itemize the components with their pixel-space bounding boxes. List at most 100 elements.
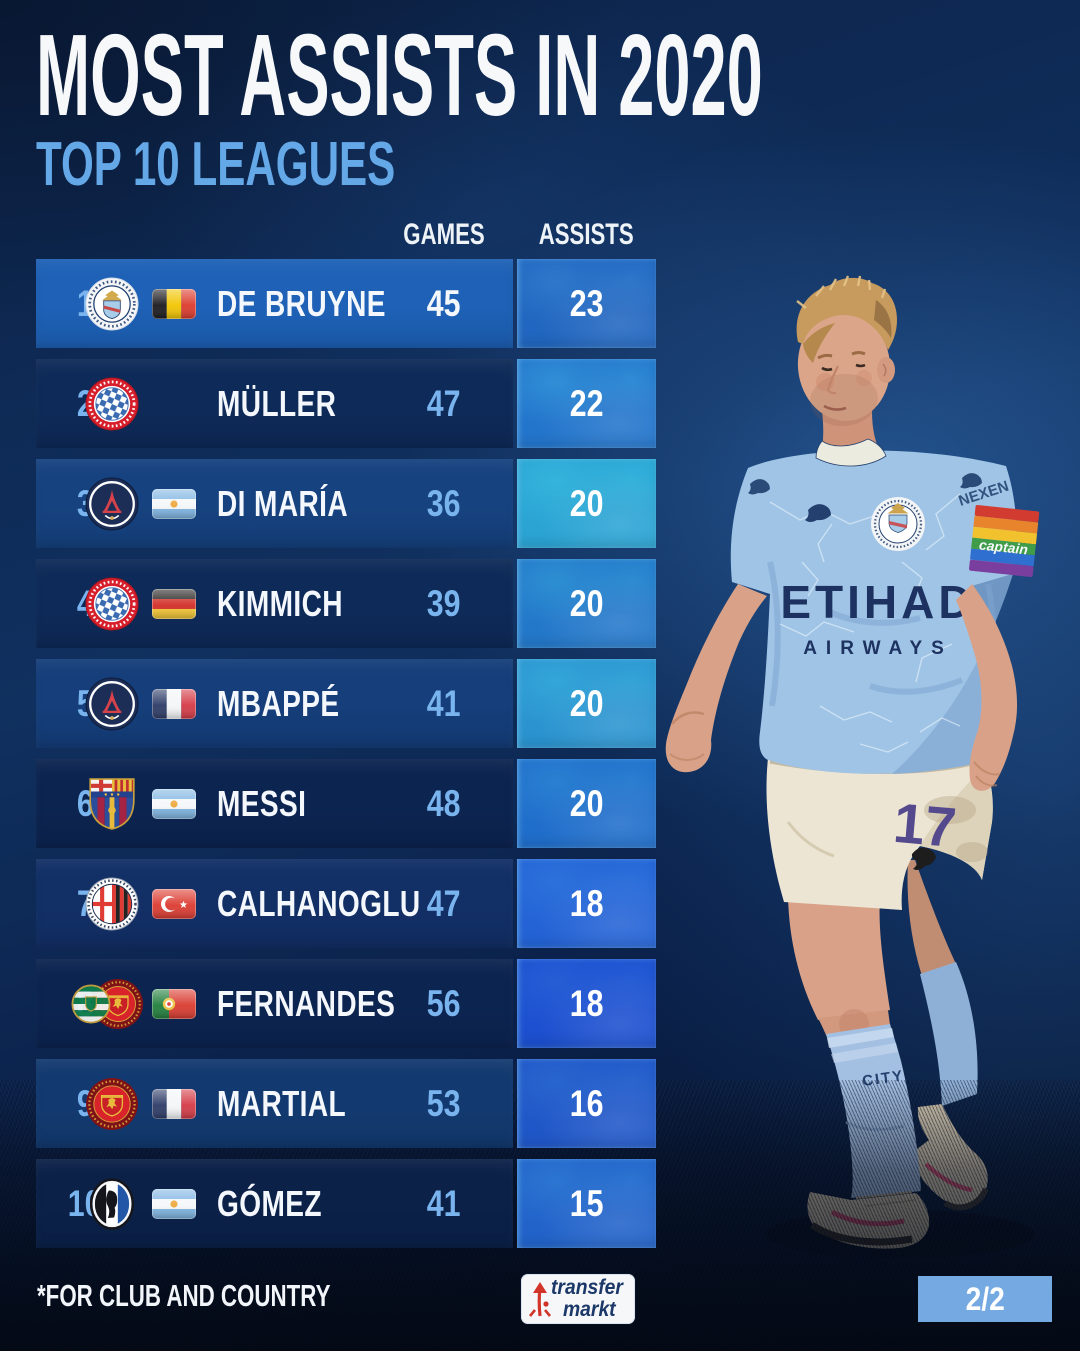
club-logo-group bbox=[85, 459, 139, 548]
table-row: 2 MÜLLER 47 bbox=[36, 359, 513, 448]
rank-label: 6 bbox=[76, 782, 94, 824]
assists-cell: 18 bbox=[517, 959, 656, 1048]
club-logo-group bbox=[85, 359, 139, 448]
brand-word-2: markt bbox=[563, 1298, 616, 1321]
shorts-puma-logo bbox=[911, 847, 936, 870]
armband-captain-text: captain bbox=[978, 536, 1028, 557]
club-logo-group bbox=[85, 659, 139, 748]
games-value: 36 bbox=[427, 482, 461, 524]
player-name: MBAPPÉ bbox=[217, 682, 340, 724]
games-column-header: GAMES bbox=[403, 218, 485, 251]
games-value: 45 bbox=[427, 282, 461, 324]
atalanta-logo bbox=[89, 1177, 135, 1230]
table-row: 6 MESSI 48 bbox=[36, 759, 513, 848]
assists-value: 20 bbox=[569, 482, 604, 524]
chest-puma-logo bbox=[805, 504, 831, 522]
assists-cell: 20 bbox=[517, 459, 656, 548]
page-title: MOST ASSISTS IN 2020 bbox=[36, 10, 763, 140]
player-name: MARTIAL bbox=[217, 1082, 347, 1124]
table-row: 10 GÓMEZ 41 bbox=[36, 1159, 513, 1248]
jersey-sponsor-line1: ETIHAD bbox=[780, 576, 975, 628]
player-name: DI MARÍA bbox=[217, 482, 349, 524]
club-logo-group bbox=[85, 859, 139, 948]
player-name: DE BRUYNE bbox=[217, 282, 386, 324]
games-value: 41 bbox=[427, 1182, 461, 1224]
argentina-flag bbox=[152, 488, 196, 519]
transfermarkt-logo: transfer markt bbox=[521, 1274, 635, 1324]
table-row: 4 KIMMICH 39 bbox=[36, 559, 513, 648]
france-flag bbox=[152, 688, 196, 719]
assists-value: 20 bbox=[569, 782, 604, 824]
games-value: 47 bbox=[427, 382, 461, 424]
psg-logo bbox=[85, 477, 139, 530]
assists-value: 18 bbox=[569, 982, 604, 1024]
player-back-leg bbox=[907, 860, 989, 1211]
bayern-logo bbox=[85, 577, 139, 630]
assists-cell: 20 bbox=[517, 659, 656, 748]
assists-value: 20 bbox=[569, 682, 604, 724]
assists-cell: 15 bbox=[517, 1159, 656, 1248]
table-row: 3 DI MARÍA 36 bbox=[36, 459, 513, 548]
games-value: 53 bbox=[427, 1082, 461, 1124]
bayern-logo bbox=[85, 377, 139, 430]
player-name: KIMMICH bbox=[217, 582, 343, 624]
club-logo-group bbox=[68, 959, 144, 1048]
club-logo-group bbox=[85, 1159, 139, 1248]
table-row: 7 CALHANOGLU 47 bbox=[36, 859, 513, 948]
player-name: FERNANDES bbox=[217, 982, 396, 1024]
assists-column-header: ASSISTS bbox=[538, 218, 634, 251]
jersey-crackle-pattern bbox=[769, 493, 961, 753]
assists-value: 18 bbox=[569, 882, 604, 924]
jersey-club-crest bbox=[871, 497, 925, 551]
jersey-sponsor-line2: AIRWAYS bbox=[803, 638, 953, 659]
assists-value: 20 bbox=[569, 582, 604, 624]
milan-logo bbox=[85, 877, 139, 930]
assists-value: 22 bbox=[569, 382, 604, 424]
club-logo-group bbox=[85, 259, 139, 348]
player-front-leg: CITY bbox=[788, 896, 930, 1249]
footnote: *FOR CLUB AND COUNTRY bbox=[37, 1278, 331, 1313]
player-right-arm bbox=[665, 584, 767, 773]
assists-value: 23 bbox=[569, 282, 604, 324]
table-row: 9 MARTIAL 53 bbox=[36, 1059, 513, 1148]
table-row: 1 DE BRUYNE 45 bbox=[36, 259, 513, 348]
player-name: MESSI bbox=[217, 782, 307, 824]
germany-flag bbox=[152, 588, 196, 619]
transfermarkt-arrow-icon bbox=[529, 1282, 551, 1317]
man-city-logo bbox=[85, 277, 139, 330]
player-head bbox=[796, 275, 897, 467]
argentina-flag bbox=[152, 1188, 196, 1219]
assists-cell: 22 bbox=[517, 359, 656, 448]
man-united-logo bbox=[86, 1077, 138, 1130]
psg-logo bbox=[85, 677, 139, 730]
page-badge: 2/2 bbox=[918, 1276, 1052, 1322]
table-row: 5 MBAPPÉ 41 bbox=[36, 659, 513, 748]
games-value: 41 bbox=[427, 682, 461, 724]
player-shorts: 17 bbox=[766, 758, 993, 910]
player-name: CALHANOGLU bbox=[217, 882, 421, 924]
assists-cell: 16 bbox=[517, 1059, 656, 1148]
sporting-logo bbox=[71, 984, 111, 1023]
games-value: 56 bbox=[427, 982, 461, 1024]
assists-value: 15 bbox=[569, 1182, 604, 1224]
brand-word-1: transfer bbox=[551, 1276, 623, 1299]
turkey-flag bbox=[152, 888, 196, 919]
games-value: 39 bbox=[427, 582, 461, 624]
assists-cell: 20 bbox=[517, 759, 656, 848]
player-name: MÜLLER bbox=[217, 382, 337, 424]
club-logo-group bbox=[85, 1059, 139, 1148]
page-subtitle: TOP 10 LEAGUES bbox=[36, 130, 396, 199]
club-logo-group bbox=[85, 559, 139, 648]
argentina-flag bbox=[152, 788, 196, 819]
assists-cell: 18 bbox=[517, 859, 656, 948]
portugal-flag bbox=[152, 988, 196, 1019]
club-logo-group bbox=[85, 759, 139, 848]
games-value: 47 bbox=[427, 882, 461, 924]
france-flag bbox=[152, 1088, 196, 1119]
player-photo-de-bruyne: CITY 17 bbox=[665, 275, 1040, 1258]
sleeve-puma-logo bbox=[748, 479, 770, 495]
shorts-number: 17 bbox=[891, 791, 959, 859]
captain-armband: captain bbox=[969, 505, 1040, 577]
